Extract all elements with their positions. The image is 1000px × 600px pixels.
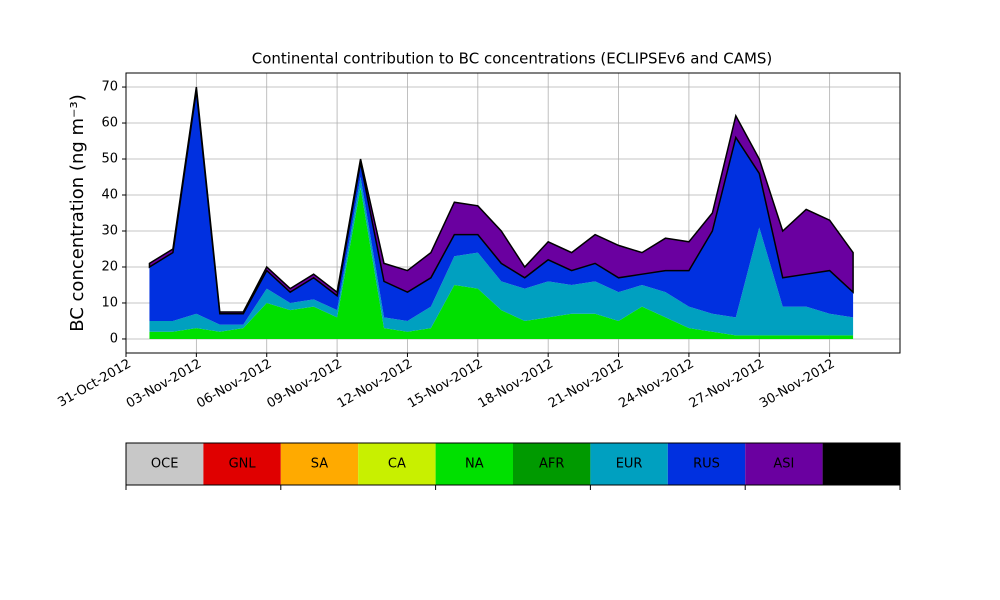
area — [148, 86, 854, 315]
x-tick-label: 12-Nov-2012 — [335, 357, 415, 412]
legend-frame — [125, 442, 901, 486]
legend-swatch — [126, 443, 204, 485]
legend-label: OCE — [151, 457, 179, 472]
y-tick-label: 0 — [110, 331, 118, 346]
y-tick-label: 30 — [101, 223, 118, 238]
legend-label: GNL — [229, 457, 257, 472]
colorbar-ticks — [125, 485, 901, 490]
legend-swatch — [667, 443, 746, 485]
y-axis-label: BC concentration (ng m⁻³) — [67, 94, 88, 332]
x-tick-label: 31-Oct-2012 — [55, 357, 133, 411]
legend-swatch — [203, 443, 281, 485]
area — [149, 177, 854, 336]
x-tick-label: 18-Nov-2012 — [476, 357, 556, 412]
plot-area — [125, 73, 900, 353]
y-tick-label: 60 — [101, 116, 118, 131]
plot-frame — [125, 72, 901, 354]
legend-label: CA — [388, 457, 406, 472]
x-tick-label: 24-Nov-2012 — [616, 357, 696, 412]
legend-label: RUS — [693, 457, 720, 472]
legend-swatch — [358, 443, 436, 485]
x-tick-label: 21-Nov-2012 — [546, 357, 626, 412]
y-tick-label: 50 — [101, 152, 118, 167]
legend-swatch — [435, 443, 513, 485]
legend: OCE GNL SA CA NA AFR EUR RUS ASI AUS — [125, 442, 901, 486]
x-tick-label: 06-Nov-2012 — [194, 357, 274, 412]
legend-label: AFR — [539, 457, 564, 472]
legend-label: SA — [311, 457, 328, 472]
x-tick-label: 27-Nov-2012 — [687, 357, 767, 412]
legend-swatch — [590, 443, 668, 485]
legend-label: NA — [465, 457, 484, 472]
x-tick-label: 15-Nov-2012 — [405, 357, 485, 412]
y-tick-label: 10 — [101, 295, 118, 310]
legend-label: AUS — [848, 457, 875, 472]
chart-title: Continental contribution to BC concentra… — [252, 50, 773, 68]
y-tick-label: 20 — [101, 259, 118, 274]
legend-swatch — [745, 443, 823, 485]
legend-swatch — [513, 443, 591, 485]
area — [149, 90, 854, 325]
legend-swatch — [822, 443, 900, 485]
y-tick-label: 40 — [101, 188, 118, 203]
x-tick-label: 09-Nov-2012 — [265, 357, 345, 412]
legend-label: EUR — [616, 457, 643, 472]
y-tick-label: 70 — [101, 80, 118, 95]
x-tick-label: 30-Nov-2012 — [757, 357, 837, 412]
legend-swatch — [280, 443, 359, 485]
x-tick-label: 03-Nov-2012 — [124, 357, 204, 412]
legend-label: ASI — [773, 457, 794, 472]
